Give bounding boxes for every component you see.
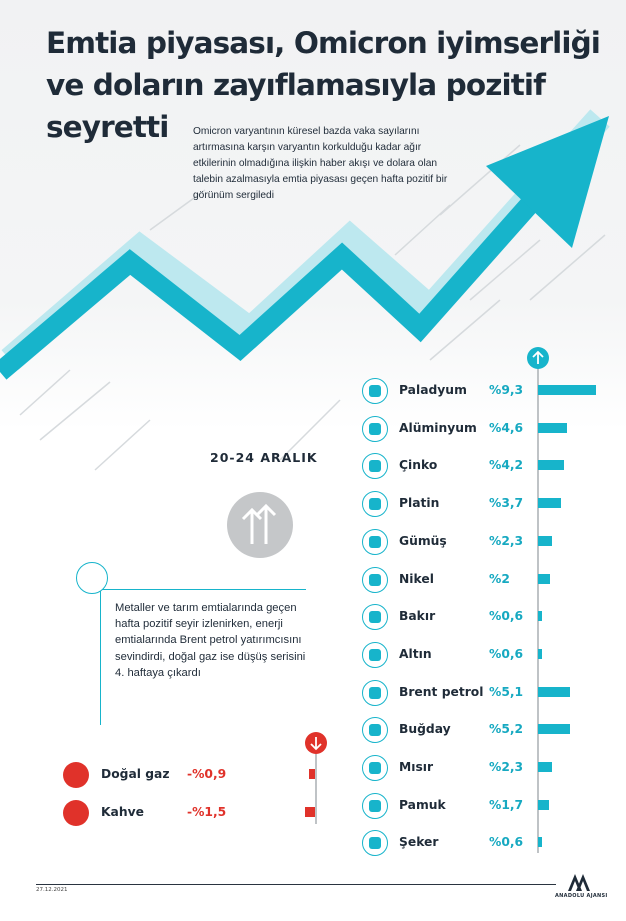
commodity-change: %0,6	[489, 646, 524, 661]
commodity-change: %2,3	[489, 760, 524, 774]
commodity-name: Kahve	[101, 805, 144, 819]
commodity-name: Platin	[399, 496, 440, 511]
flame-icon	[63, 762, 89, 788]
commodity-row: Şeker %0,6	[362, 830, 612, 858]
ingots-icon	[362, 453, 388, 480]
commodity-name: Gümüş	[399, 533, 447, 548]
commodity-row: Paladyum %9,3	[362, 378, 612, 406]
anadolu-ajansi-logo	[568, 874, 590, 891]
commodity-name: Mısır	[399, 760, 434, 774]
wheat-icon	[362, 717, 388, 744]
aluminium-icon	[362, 415, 388, 442]
agency-name: ANADOLU AJANSI	[555, 893, 608, 899]
gold-bar-icon	[362, 641, 388, 668]
change-bar	[538, 762, 553, 772]
change-bar	[538, 799, 549, 810]
commodity-row: Altın %0,6	[362, 641, 612, 670]
axis-line	[537, 368, 539, 853]
commodity-row: Bakır %0,6	[362, 604, 612, 632]
sugar-icon	[362, 830, 388, 857]
commodity-name: Bakır	[399, 609, 436, 624]
oil-can-icon	[362, 679, 388, 706]
date-range: 20-24 ARALIK	[210, 450, 318, 465]
commodity-change: %0,6	[489, 609, 524, 624]
change-bar	[538, 648, 542, 659]
ingots-icon	[362, 566, 388, 593]
change-bar	[538, 422, 567, 433]
commodity-row: Alüminyum %4,6	[362, 415, 612, 444]
bullet-circle-icon	[76, 562, 108, 594]
commodity-name: Buğday	[399, 722, 451, 737]
commodity-name: Brent petrol	[399, 684, 484, 699]
commodity-name: Çinko	[399, 458, 438, 473]
change-bar	[538, 573, 551, 584]
arrow-up-icon	[527, 347, 549, 369]
change-bar	[538, 460, 565, 471]
commodity-change: %4,6	[489, 420, 524, 435]
change-bar	[538, 686, 570, 697]
commodity-name: Nikel	[399, 571, 434, 586]
corn-icon	[362, 755, 388, 781]
commodity-change: %1,7	[489, 797, 524, 812]
commodity-row: Kahve -%1,5	[63, 800, 323, 828]
copper-coil-icon	[362, 604, 388, 631]
commodity-change: %5,1	[489, 684, 524, 699]
commodity-name: Altın	[399, 646, 432, 661]
change-bar	[309, 769, 315, 779]
commodity-row: Gümüş %2,3	[362, 528, 612, 557]
ingots-icon	[362, 378, 388, 404]
change-bar	[538, 837, 542, 848]
commodity-change: %2	[489, 571, 510, 586]
change-bar	[305, 807, 315, 817]
footer-date: 27.12.2021	[36, 887, 68, 893]
commodity-change: %4,2	[489, 458, 524, 473]
commodity-row: Çinko %4,2	[362, 453, 612, 481]
commodity-change: -%0,9	[187, 767, 227, 781]
platinum-icon	[362, 491, 388, 518]
cotton-icon	[362, 792, 388, 819]
change-bar	[538, 498, 562, 509]
commodity-change: %3,7	[489, 496, 524, 511]
silver-icon	[362, 528, 388, 555]
commodity-row: Brent petrol %5,1	[362, 679, 612, 708]
commodity-row: Doğal gaz -%0,9	[63, 762, 323, 790]
change-bar	[538, 724, 571, 735]
change-bar	[538, 535, 553, 546]
commodity-change: %5,2	[489, 722, 524, 737]
description-frame	[100, 589, 306, 725]
commodity-name: Alüminyum	[399, 420, 477, 435]
change-bar	[538, 611, 542, 622]
commodity-row: Pamuk %1,7	[362, 792, 612, 821]
coffee-bean-icon	[63, 800, 89, 826]
description-text: Metaller ve tarım emtialarında geçen haf…	[115, 602, 306, 679]
commodity-row: Buğday %5,2	[362, 717, 612, 745]
commodity-name: Pamuk	[399, 797, 446, 812]
commodity-row: Nikel %2	[362, 566, 612, 595]
commodity-change: %2,3	[489, 533, 524, 548]
commodity-name: Paladyum	[399, 383, 467, 397]
change-bar	[538, 385, 596, 395]
page-title: Emtia piyasası, Omicron iyimserliği ve d…	[46, 26, 601, 144]
intro-text: Omicron varyantının küresel bazda vaka s…	[193, 126, 448, 201]
commodity-row: Platin %3,7	[362, 491, 612, 519]
commodity-name: Şeker	[399, 835, 439, 850]
double-up-arrow-icon	[227, 492, 293, 558]
arrow-down-icon	[305, 732, 327, 754]
commodity-name: Doğal gaz	[101, 767, 170, 781]
footer-divider	[36, 884, 556, 885]
axis-line	[315, 754, 317, 824]
commodity-change: %0,6	[489, 835, 524, 850]
commodity-change: %9,3	[489, 383, 524, 397]
commodity-row: Mısır %2,3	[362, 755, 612, 783]
commodity-change: -%1,5	[187, 805, 227, 819]
